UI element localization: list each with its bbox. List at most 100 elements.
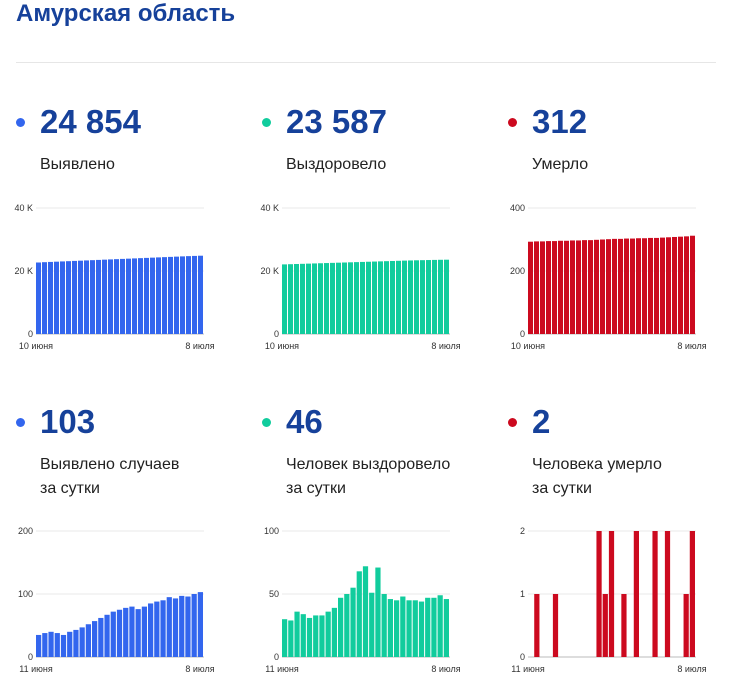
- bar: [156, 257, 161, 334]
- daily-died-chart: 0 1 2 11 июня 8 июля: [511, 526, 706, 674]
- bar: [60, 634, 67, 657]
- bar: [564, 240, 569, 334]
- bar: [85, 624, 91, 657]
- bar: [600, 239, 605, 334]
- bar: [336, 262, 341, 334]
- bar: [330, 262, 335, 334]
- daily-recovered-value: 46: [286, 403, 323, 440]
- bar: [540, 241, 545, 334]
- bar: [528, 241, 533, 334]
- died-dot-icon: [508, 118, 517, 127]
- y-tick-label: 20 K: [260, 266, 279, 276]
- card-daily-died: 2 Человека умерло за сутки 0 1 2 11 июня 8 и…: [508, 400, 728, 700]
- y-tick-label: 0: [274, 652, 279, 662]
- bar: [624, 238, 629, 334]
- bar: [348, 262, 353, 334]
- bar: [141, 606, 147, 657]
- x-tick-label: 11 июня: [19, 664, 53, 674]
- bar: [338, 597, 344, 657]
- bar: [366, 261, 371, 334]
- bar: [381, 594, 387, 657]
- bar: [664, 531, 671, 657]
- bar: [552, 241, 557, 334]
- bar: [324, 263, 329, 334]
- detected-label: Выявлено: [40, 153, 115, 177]
- bar: [360, 261, 365, 334]
- y-tick-label: 200: [18, 526, 33, 536]
- daily-detected-label-line2: за сутки: [40, 480, 100, 497]
- bar: [636, 238, 641, 334]
- y-tick-label: 200: [510, 266, 525, 276]
- bar: [570, 240, 575, 334]
- x-tick-label: 10 июня: [511, 341, 545, 351]
- bar: [618, 238, 623, 334]
- bar: [150, 257, 155, 334]
- bar: [443, 599, 449, 657]
- daily-detected-value: 103: [40, 403, 96, 440]
- y-tick-label: 40 K: [260, 203, 279, 213]
- bar: [400, 596, 406, 657]
- bar: [588, 240, 593, 334]
- bar: [406, 600, 412, 657]
- y-tick-label: 20 K: [14, 266, 33, 276]
- bar: [294, 264, 299, 334]
- bar: [162, 257, 167, 334]
- bar: [123, 607, 129, 657]
- bar: [394, 600, 400, 657]
- bar: [306, 617, 313, 657]
- bar: [160, 600, 166, 657]
- y-tick-label: 1: [520, 589, 525, 599]
- bar: [558, 240, 563, 334]
- bar: [48, 631, 54, 657]
- bar: [192, 255, 197, 334]
- bar: [689, 531, 695, 657]
- bar: [42, 633, 48, 657]
- bar: [444, 259, 449, 334]
- bar: [576, 240, 581, 334]
- bar: [633, 531, 639, 657]
- page-title: Амурская область: [16, 0, 236, 27]
- bar: [425, 597, 431, 657]
- bar: [552, 594, 559, 657]
- bar: [596, 531, 602, 657]
- bar: [166, 597, 172, 657]
- x-tick-label: 8 июля: [677, 341, 706, 351]
- x-tick-label: 8 июля: [185, 341, 214, 351]
- bar: [684, 236, 689, 334]
- died-label: Умерло: [532, 153, 588, 177]
- x-tick-label: 8 июля: [431, 341, 460, 351]
- bar: [126, 258, 131, 334]
- bar: [114, 259, 119, 334]
- daily-died-dot-icon: [508, 418, 517, 427]
- bar: [602, 594, 608, 657]
- bar: [98, 617, 104, 657]
- bar: [402, 260, 407, 334]
- daily-detected-label-line1: Выявлено случаев: [40, 456, 180, 473]
- bar: [678, 236, 683, 334]
- died-label-line1: Умерло: [532, 156, 589, 173]
- bar: [186, 256, 191, 334]
- x-tick-label: 11 июня: [511, 664, 545, 674]
- bar: [36, 634, 42, 657]
- bar: [104, 614, 110, 657]
- bar: [288, 620, 294, 657]
- bar: [606, 239, 611, 334]
- daily-detected-label: Выявлено случаев за сутки: [40, 453, 179, 501]
- bar: [331, 607, 337, 657]
- died-value: 312: [532, 103, 588, 140]
- bar: [354, 262, 359, 334]
- bar: [372, 261, 377, 334]
- bar: [378, 261, 383, 334]
- bar: [426, 260, 431, 334]
- bar: [325, 611, 331, 657]
- bar: [369, 592, 375, 657]
- bar: [36, 262, 41, 334]
- bar: [198, 255, 203, 334]
- bar: [396, 260, 401, 334]
- daily-recovered-label: Человек выздоровело за сутки: [286, 453, 450, 501]
- daily-recovered-chart: 0 50 100 11 июня 8 июля: [264, 526, 461, 674]
- bar: [432, 259, 437, 334]
- bar: [412, 600, 418, 657]
- card-recovered: 23 587 Выздоровело 0 20 K 40 K 10 июня 8 июл…: [260, 100, 482, 400]
- bar: [120, 258, 125, 334]
